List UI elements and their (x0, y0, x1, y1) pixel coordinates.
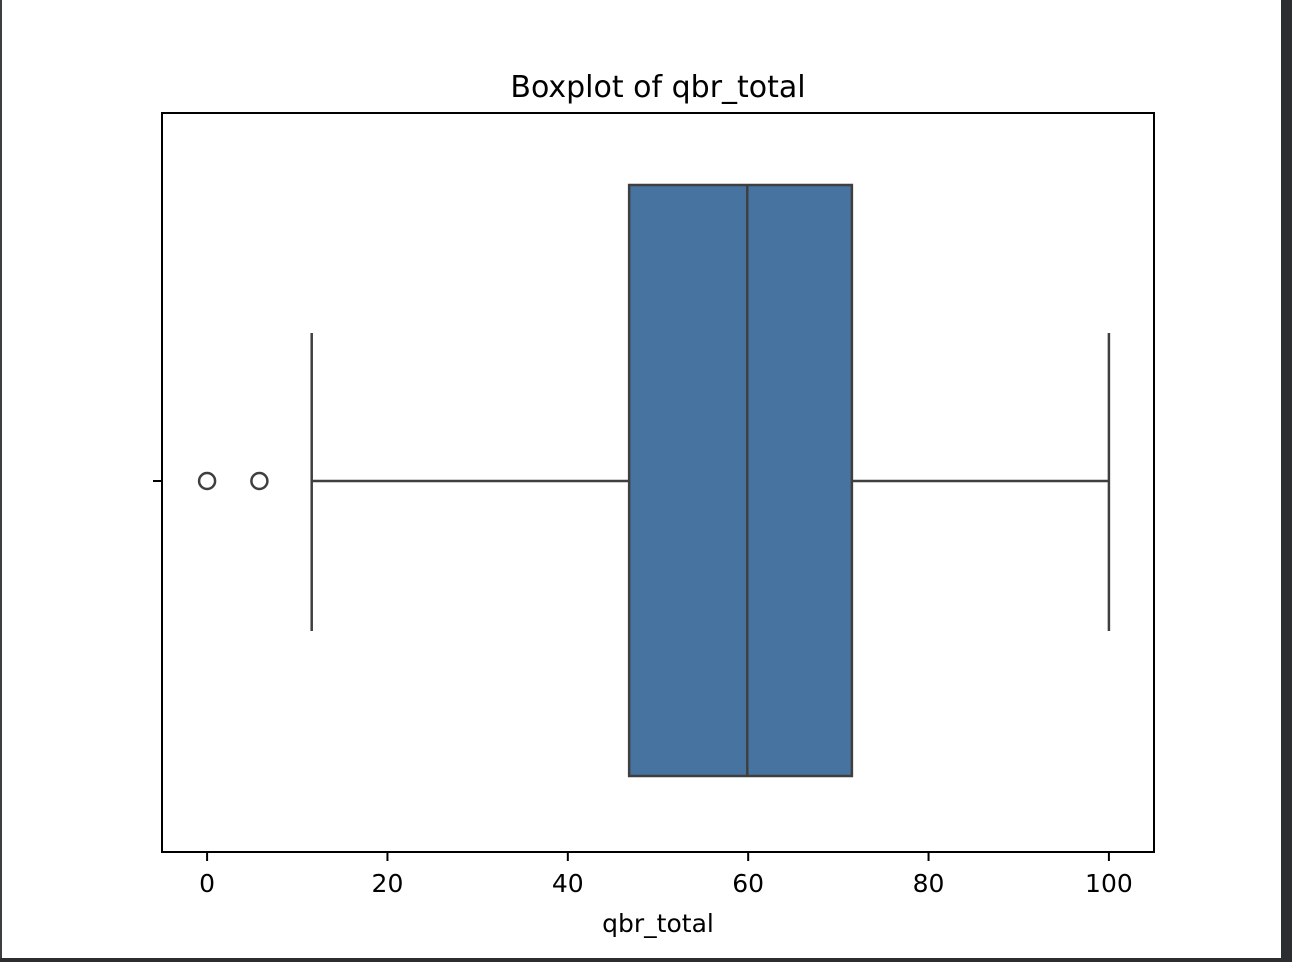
axes-frame (161, 112, 1155, 853)
x-tick-label-4: 80 (913, 869, 945, 898)
outlier-point-0 (197, 471, 217, 491)
window-left-edge (0, 0, 2, 962)
iqr-box (627, 183, 854, 778)
x-tick-label-5: 100 (1085, 869, 1133, 898)
window-right-edge (1281, 0, 1292, 962)
window-bottom-edge (0, 958, 1292, 962)
chart-title: Boxplot of qbr_total (510, 70, 805, 105)
x-axis-label: qbr_total (602, 909, 714, 938)
outlier-point-1 (250, 471, 269, 491)
x-tick-label-3: 60 (732, 869, 764, 898)
plot-area (197, 183, 1111, 778)
x-axis: 0 20 40 60 80 100 (153, 480, 1133, 898)
x-tick-label-2: 40 (552, 869, 584, 898)
x-tick-label-1: 20 (372, 869, 404, 898)
x-tick-label-0: 0 (199, 869, 215, 898)
